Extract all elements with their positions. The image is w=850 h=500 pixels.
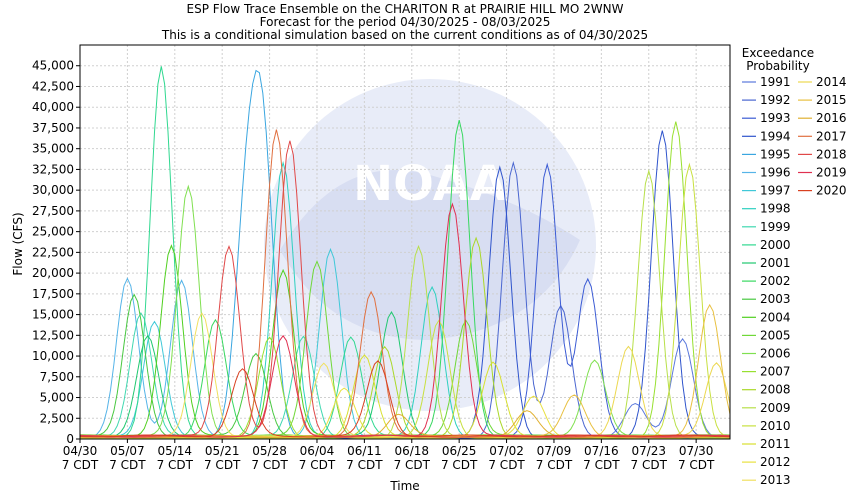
y-tick-label: 37,500: [32, 121, 74, 135]
legend-label-2002: 2002: [760, 274, 791, 288]
legend-label-2009: 2009: [760, 401, 791, 415]
y-tick-label: 5,000: [40, 391, 74, 405]
y-tick-label: 25,000: [32, 225, 74, 239]
x-tick-label-time: 7 CDT: [109, 458, 146, 472]
x-tick-label-date: 07/30: [679, 444, 714, 458]
plot-frame: [79, 44, 731, 440]
x-tick-label-date: 04/30: [63, 444, 98, 458]
x-tick-label-time: 7 CDT: [251, 458, 288, 472]
x-tick-label-date: 05/14: [157, 444, 192, 458]
y-tick-label: 35,000: [32, 142, 74, 156]
y-tick-label: 30,000: [32, 183, 74, 197]
legend-label-2017: 2017: [816, 129, 847, 143]
legend-label-1994: 1994: [760, 129, 791, 143]
x-tick-label-time: 7 CDT: [631, 458, 668, 472]
legend-label-1992: 1992: [760, 93, 791, 107]
y-tick-label: 20,000: [32, 266, 74, 280]
legend-label-1996: 1996: [760, 166, 791, 180]
x-tick-label-time: 7 CDT: [583, 458, 620, 472]
legend-label-2010: 2010: [760, 419, 791, 433]
legend-label-1993: 1993: [760, 111, 791, 125]
chart-title: ESP Flow Trace Ensemble on the CHARITON …: [187, 2, 624, 16]
legend-label-2013: 2013: [760, 473, 791, 487]
x-tick-label-date: 07/23: [631, 444, 666, 458]
x-tick-label-time: 7 CDT: [488, 458, 525, 472]
watermark-text: NOAA: [353, 156, 507, 212]
x-tick-label-date: 05/21: [205, 444, 240, 458]
legend: Exceedance Probability 1991 1992 1993 1994 1…: [742, 46, 847, 487]
trace-2018: [79, 140, 731, 438]
x-tick-label-date: 05/28: [252, 444, 287, 458]
x-axis-label: Time: [389, 479, 419, 493]
y-tick-label: 17,500: [32, 287, 74, 301]
x-tick-label-time: 7 CDT: [678, 458, 715, 472]
y-tick-label: 0: [66, 432, 74, 446]
chart-subtitle-1: Forecast for the period 04/30/2025 - 08/…: [260, 15, 551, 29]
legend-label-1998: 1998: [760, 202, 791, 216]
y-tick-label: 12,500: [32, 328, 74, 342]
legend-label-2001: 2001: [760, 256, 791, 270]
x-tick-label-date: 06/04: [300, 444, 335, 458]
x-tick-label-time: 7 CDT: [204, 458, 241, 472]
x-tick-label-time: 7 CDT: [346, 458, 383, 472]
x-tick-label-date: 06/25: [442, 444, 477, 458]
grid-lines: [80, 45, 730, 439]
x-tick-label-time: 7 CDT: [536, 458, 573, 472]
x-tick-label-time: 7 CDT: [157, 458, 194, 472]
chart-subtitle-2: This is a conditional simulation based o…: [161, 28, 648, 42]
legend-label-1999: 1999: [760, 220, 791, 234]
y-tick-label: 7,500: [40, 370, 74, 384]
x-tick-label-date: 05/07: [110, 444, 145, 458]
legend-label-2014: 2014: [816, 75, 847, 89]
legend-label-2005: 2005: [760, 328, 791, 342]
legend-label-2003: 2003: [760, 292, 791, 306]
y-axis: 0 2,500 5,000 7,500 10,000 12,500 15,000 17,500…: [32, 59, 80, 446]
y-tick-label: 15,000: [32, 308, 74, 322]
legend-title-2: Probability: [746, 59, 809, 73]
trace-2020: [79, 360, 731, 438]
legend-label-2006: 2006: [760, 347, 791, 361]
legend-label-2016: 2016: [816, 111, 847, 125]
y-tick-label: 32,500: [32, 162, 74, 176]
legend-label-2000: 2000: [760, 238, 791, 252]
y-axis-label: Flow (CFS): [11, 212, 25, 275]
y-tick-label: 27,500: [32, 204, 74, 218]
legend-label-1997: 1997: [760, 184, 791, 198]
x-tick-label-time: 7 CDT: [394, 458, 431, 472]
x-tick-label-date: 07/02: [489, 444, 524, 458]
legend-label-2018: 2018: [816, 147, 847, 161]
x-tick-label-time: 7 CDT: [62, 458, 99, 472]
y-tick-label: 40,000: [32, 100, 74, 114]
noaa-watermark: NOAA: [264, 79, 596, 411]
x-tick-label-time: 7 CDT: [441, 458, 478, 472]
y-tick-label: 45,000: [32, 59, 74, 73]
legend-label-2019: 2019: [816, 166, 847, 180]
legend-label-2004: 2004: [760, 310, 791, 324]
legend-label-2007: 2007: [760, 365, 791, 379]
y-tick-label: 42,500: [32, 79, 74, 93]
legend-label-1995: 1995: [760, 147, 791, 161]
legend-label-2015: 2015: [816, 93, 847, 107]
y-tick-label: 2,500: [40, 411, 74, 425]
x-tick-label-date: 07/16: [584, 444, 619, 458]
x-tick-label-date: 07/09: [537, 444, 572, 458]
legend-label-1991: 1991: [760, 75, 791, 89]
legend-label-2012: 2012: [760, 455, 791, 469]
legend-label-2020: 2020: [816, 184, 847, 198]
x-tick-label-date: 06/18: [394, 444, 429, 458]
legend-label-2011: 2011: [760, 437, 791, 451]
legend-title-1: Exceedance: [742, 46, 814, 60]
y-tick-label: 10,000: [32, 349, 74, 363]
x-tick-label-time: 7 CDT: [299, 458, 336, 472]
legend-label-2008: 2008: [760, 383, 791, 397]
y-tick-label: 22,500: [32, 245, 74, 259]
x-tick-label-date: 06/11: [347, 444, 382, 458]
